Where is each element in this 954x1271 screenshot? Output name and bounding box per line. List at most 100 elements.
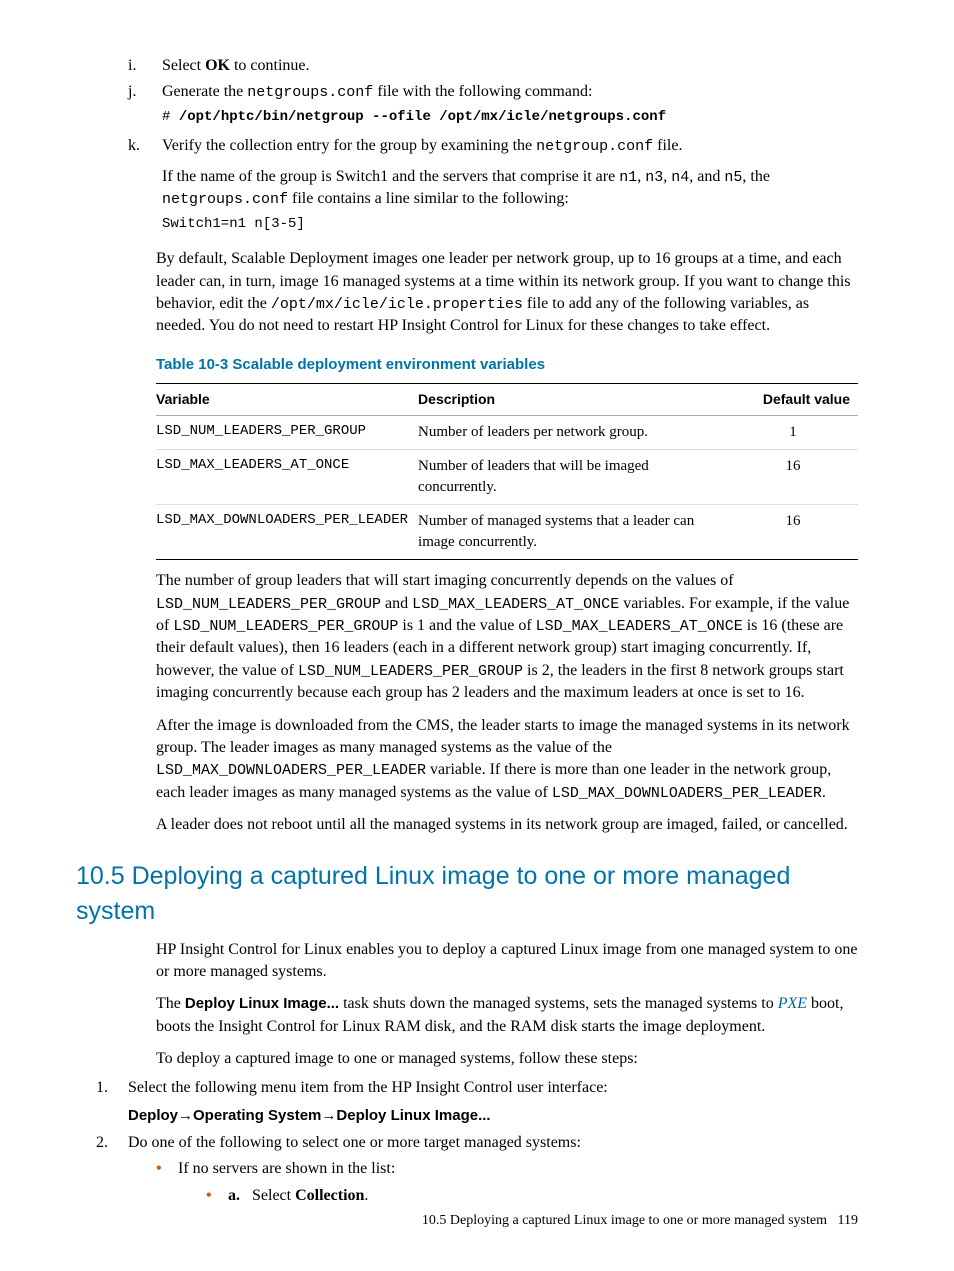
cell-def: 16: [738, 505, 858, 560]
cell-var: LSD_MAX_LEADERS_AT_ONCE: [156, 450, 418, 505]
mono: LSD_MAX_DOWNLOADERS_PER_LEADER: [156, 762, 426, 779]
mono: netgroups.conf: [247, 84, 373, 101]
step-2: 2. Do one of the following to select one…: [96, 1132, 858, 1207]
sub-marker: a.: [228, 1185, 252, 1207]
section-p2: The Deploy Linux Image... task shuts dow…: [156, 993, 858, 1038]
body-i: Select OK to continue.: [162, 55, 858, 77]
collection-bold: Collection: [295, 1187, 364, 1204]
pxe-link[interactable]: PXE: [778, 995, 807, 1012]
text: Generate the: [162, 83, 247, 100]
bullet-list: If no servers are shown in the list: a.S…: [156, 1158, 858, 1207]
command-line: # /opt/hptc/bin/netgroup --ofile /opt/mx…: [162, 108, 858, 128]
step-1: 1. Select the following menu item from t…: [96, 1077, 858, 1126]
cell-def: 16: [738, 450, 858, 505]
marker-2: 2.: [96, 1132, 124, 1154]
page-number: 119: [838, 1213, 858, 1228]
steps-list: 1. Select the following menu item from t…: [96, 1077, 858, 1208]
mono: n5: [724, 169, 742, 186]
menu-b: Operating System: [193, 1107, 321, 1124]
cell-desc: Number of leaders that will be imaged co…: [418, 450, 738, 505]
th-description: Description: [418, 383, 738, 416]
text: The: [156, 995, 185, 1012]
marker-1: 1.: [96, 1077, 124, 1099]
text: .: [364, 1187, 368, 1204]
section-heading: 10.5 Deploying a captured Linux image to…: [76, 859, 858, 929]
text: , the: [742, 168, 770, 185]
text: If no servers are shown in the list:: [178, 1160, 395, 1177]
mono: /opt/mx/icle/icle.properties: [271, 296, 523, 313]
text: Select: [162, 57, 205, 74]
table-header-row: Variable Description Default value: [156, 383, 858, 416]
cell-desc: Number of leaders per network group.: [418, 416, 738, 450]
table-row: LSD_NUM_LEADERS_PER_GROUP Number of lead…: [156, 416, 858, 450]
marker-k: k.: [128, 135, 158, 157]
text: , and: [689, 168, 724, 185]
section-p3: To deploy a captured image to one or man…: [156, 1048, 858, 1070]
mono: LSD_NUM_LEADERS_PER_GROUP: [173, 618, 398, 635]
cell-var: LSD_NUM_LEADERS_PER_GROUP: [156, 416, 418, 450]
hash: #: [162, 109, 179, 125]
text: Do one of the following to select one or…: [128, 1134, 581, 1151]
table-row: LSD_MAX_LEADERS_AT_ONCE Number of leader…: [156, 450, 858, 505]
text: Select the following menu item from the …: [128, 1079, 608, 1096]
menu-a: Deploy: [128, 1107, 178, 1124]
ok-bold: OK: [205, 57, 230, 74]
section-p1: HP Insight Control for Linux enables you…: [156, 939, 858, 984]
mono: netgroups.conf: [162, 191, 288, 208]
table-title: Table 10-3 Scalable deployment environme…: [156, 354, 858, 375]
item-i: i. Select OK to continue.: [128, 55, 858, 77]
text: .: [822, 784, 826, 801]
text: The number of group leaders that will st…: [156, 572, 734, 589]
after-p3: A leader does not reboot until all the m…: [156, 814, 858, 836]
bullet-item: If no servers are shown in the list: a.S…: [156, 1158, 858, 1207]
cell-desc: Number of managed systems that a leader …: [418, 505, 738, 560]
after-p2: After the image is downloaded from the C…: [156, 715, 858, 805]
item-k: k. Verify the collection entry for the g…: [128, 135, 858, 238]
table-row: LSD_MAX_DOWNLOADERS_PER_LEADER Number of…: [156, 505, 858, 560]
page-footer: 10.5 Deploying a captured Linux image to…: [422, 1211, 858, 1231]
body-k: Verify the collection entry for the grou…: [162, 135, 858, 238]
mono: LSD_MAX_DOWNLOADERS_PER_LEADER: [552, 785, 822, 802]
body-1: Select the following menu item from the …: [128, 1077, 858, 1126]
sub-list: a.Select Collection.: [206, 1185, 858, 1207]
sub-item-a: a.Select Collection.: [206, 1185, 858, 1207]
arrow-icon: →: [321, 1107, 336, 1124]
text: file contains a line similar to the foll…: [288, 190, 569, 207]
th-default: Default value: [738, 383, 858, 416]
text: is 1 and the value of: [398, 617, 535, 634]
letter-list: i. Select OK to continue. j. Generate th…: [128, 55, 858, 238]
text: file.: [653, 137, 682, 154]
mono: LSD_MAX_LEADERS_AT_ONCE: [412, 596, 619, 613]
text: Verify the collection entry for the grou…: [162, 137, 536, 154]
text: task shuts down the managed systems, set…: [339, 995, 778, 1012]
text: and: [381, 595, 412, 612]
k-para2: If the name of the group is Switch1 and …: [162, 166, 858, 211]
arrow-icon: →: [178, 1107, 193, 1124]
th-variable: Variable: [156, 383, 418, 416]
text: If the name of the group is Switch1 and …: [162, 168, 619, 185]
text: file with the following command:: [373, 83, 592, 100]
item-j: j. Generate the netgroups.conf file with…: [128, 81, 858, 131]
menu-path: Deploy→Operating System→Deploy Linux Ima…: [128, 1105, 858, 1126]
mono: n4: [671, 169, 689, 186]
footer-text: 10.5 Deploying a captured Linux image to…: [422, 1213, 827, 1228]
menu-c: Deploy Linux Image...: [336, 1107, 490, 1124]
marker-j: j.: [128, 81, 158, 103]
body-2: Do one of the following to select one or…: [128, 1132, 858, 1207]
cmd: /opt/hptc/bin/netgroup --ofile /opt/mx/i…: [179, 109, 666, 125]
marker-i: i.: [128, 55, 158, 77]
cell-def: 1: [738, 416, 858, 450]
text: to continue.: [230, 57, 310, 74]
mono: LSD_NUM_LEADERS_PER_GROUP: [298, 663, 523, 680]
mono: netgroup.conf: [536, 138, 653, 155]
body-j: Generate the netgroups.conf file with th…: [162, 81, 858, 131]
mono: n3: [645, 169, 663, 186]
after-p1: The number of group leaders that will st…: [156, 570, 858, 704]
task-name: Deploy Linux Image...: [185, 995, 339, 1012]
default-para: By default, Scalable Deployment images o…: [156, 248, 858, 338]
cell-var: LSD_MAX_DOWNLOADERS_PER_LEADER: [156, 505, 418, 560]
mono: LSD_NUM_LEADERS_PER_GROUP: [156, 596, 381, 613]
env-table: Variable Description Default value LSD_N…: [156, 383, 858, 561]
text: After the image is downloaded from the C…: [156, 717, 850, 756]
mono: LSD_MAX_LEADERS_AT_ONCE: [536, 618, 743, 635]
